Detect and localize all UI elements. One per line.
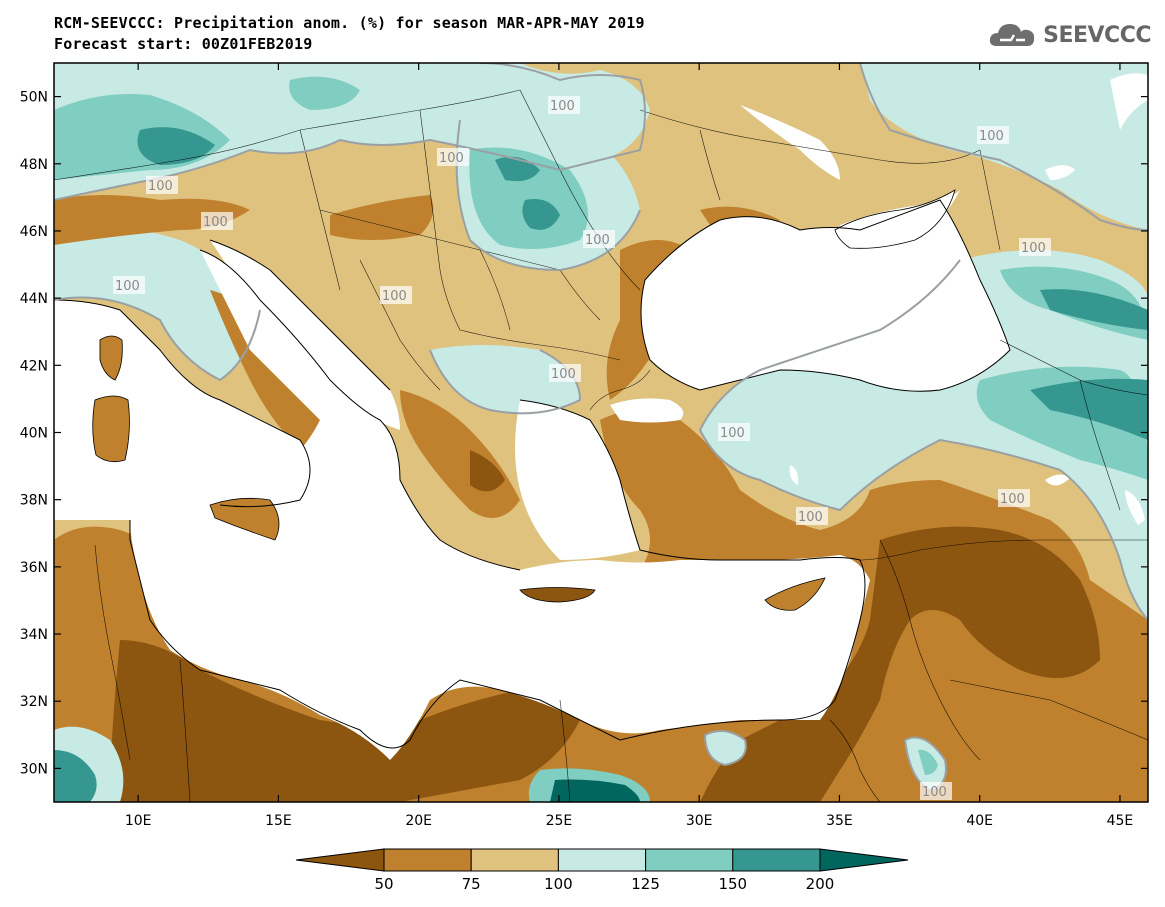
y-tick-label: 44N (20, 291, 48, 307)
marmara-sea (610, 398, 684, 423)
y-tick-label: 48N (20, 157, 48, 173)
x-tick-label: 15E (265, 813, 292, 829)
colorbar-label: 75 (462, 875, 481, 893)
y-tick-label: 40N (20, 426, 48, 442)
contour-label: 100 (148, 179, 173, 194)
crete (519, 587, 596, 603)
x-tick-label: 20E (405, 813, 432, 829)
coastlines (54, 199, 1011, 749)
brand-name: SEEVCCC (1043, 22, 1151, 48)
adriatic-sea (210, 240, 400, 430)
x-tick-label: 45E (1107, 813, 1134, 829)
colorbar-label: 150 (718, 875, 747, 893)
contour-label: 100 (1021, 241, 1046, 256)
contour-label: 100 (720, 426, 745, 441)
y-tick-label: 32N (20, 694, 48, 710)
crimea (834, 189, 956, 249)
y-tick-label: 30N (20, 761, 48, 777)
contour-label: 100 (1000, 492, 1025, 507)
colorbar-label: 200 (806, 875, 835, 893)
contour-label: 100 (382, 289, 407, 304)
forecast-start-label: Forecast start: 00Z01FEB2019 (54, 35, 313, 53)
contour-label: 100 (115, 279, 140, 294)
contour-label: 100 (203, 215, 228, 230)
y-tick-label: 36N (20, 560, 48, 576)
colorbar-label: 100 (544, 875, 573, 893)
anomaly-field (54, 63, 1148, 802)
contour-label: 100 (979, 129, 1004, 144)
x-axis: 10E 15E 20E 25E 30E 35E 40E 45E (125, 63, 1133, 829)
y-tick-label: 46N (20, 224, 48, 240)
map-title: RCM-SEEVCCC: Precipitation anom. (%) for… (54, 14, 645, 32)
y-tick-label: 38N (20, 493, 48, 509)
contour-label: 100 (551, 367, 576, 382)
y-tick-label: 50N (20, 90, 48, 106)
colorbar-label: 125 (631, 875, 660, 893)
contour-label: 100 (439, 151, 464, 166)
x-tick-label: 35E (826, 813, 853, 829)
colorbar-segment (557, 848, 647, 872)
x-tick-label: 25E (546, 813, 573, 829)
x-tick-label: 40E (966, 813, 993, 829)
contour-labels: 100 100 100 100 100 100 100 100 100 100 … (113, 96, 1051, 800)
colorbar-label: 50 (374, 875, 393, 893)
x-tick-label: 30E (686, 813, 713, 829)
colorbar-segment (819, 848, 909, 872)
colorbar-segment (295, 848, 385, 872)
contour-label: 100 (585, 233, 610, 248)
sicily (209, 497, 280, 541)
colorbar: 50 75 100 125 150 200 (295, 848, 909, 893)
black-sea (641, 200, 1010, 392)
contour-label: 100 (922, 785, 947, 800)
cyprus (764, 577, 826, 611)
colorbar-segment (383, 848, 472, 872)
colorbar-segment (645, 848, 734, 872)
y-axis: 50N 48N 46N 44N 42N 40N 38N 36N 34N 32N 30N (20, 90, 1148, 777)
contour-label: 100 (798, 510, 823, 525)
y-tick-label: 34N (20, 627, 48, 643)
colorbar-segment (470, 848, 559, 872)
colorbar-segment (732, 848, 821, 872)
x-tick-label: 10E (125, 813, 152, 829)
y-tick-label: 42N (20, 358, 48, 374)
seevccc-logo: SEEVCCC (987, 20, 1151, 50)
sardinia (92, 395, 130, 463)
corsica (99, 335, 123, 381)
contour-label: 100 (550, 99, 575, 114)
cloud-logo-icon (990, 24, 1035, 46)
aegean-sea (515, 400, 640, 560)
country-borders (54, 89, 1148, 802)
mediterranean-sea (54, 250, 870, 760)
